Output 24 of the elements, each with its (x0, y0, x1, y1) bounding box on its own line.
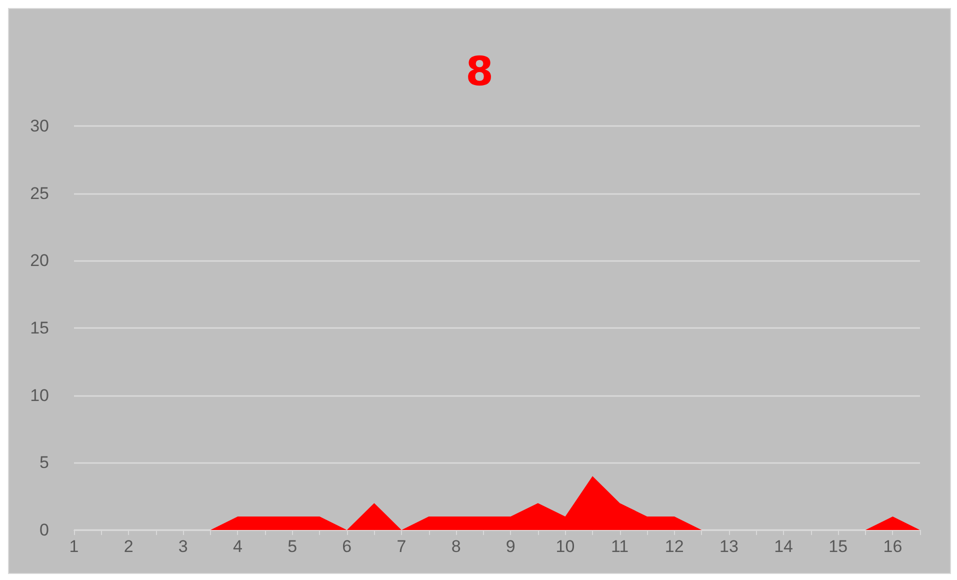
x-tick-label: 12 (664, 537, 684, 556)
x-tick-label: 6 (342, 537, 352, 556)
x-tick-label: 13 (720, 537, 738, 556)
y-tick-label: 15 (30, 318, 49, 338)
x-tick-label: 10 (556, 537, 575, 556)
x-tick-label: 7 (396, 537, 406, 556)
chart-title: 8 (466, 49, 494, 95)
x-tick-label: 2 (124, 537, 134, 556)
x-tick-label: 11 (610, 537, 629, 556)
y-tick-label: 25 (30, 184, 49, 203)
y-tick-label: 20 (30, 251, 49, 270)
x-tick-label: 3 (178, 537, 188, 556)
x-tick-label: 4 (233, 537, 242, 556)
y-tick-label: 30 (30, 116, 49, 136)
y-tick-label: 0 (40, 520, 49, 540)
y-tick-label: 5 (40, 453, 49, 472)
x-tick-label: 9 (506, 537, 516, 556)
x-tick-label: 16 (883, 537, 902, 556)
x-tick-label: 15 (828, 537, 848, 556)
y-tick-label: 10 (30, 386, 49, 405)
x-tick-label: 14 (774, 537, 794, 556)
x-tick-label: 5 (288, 537, 298, 556)
x-tick-label: 8 (451, 537, 461, 556)
x-tick-label: 1 (69, 537, 79, 556)
